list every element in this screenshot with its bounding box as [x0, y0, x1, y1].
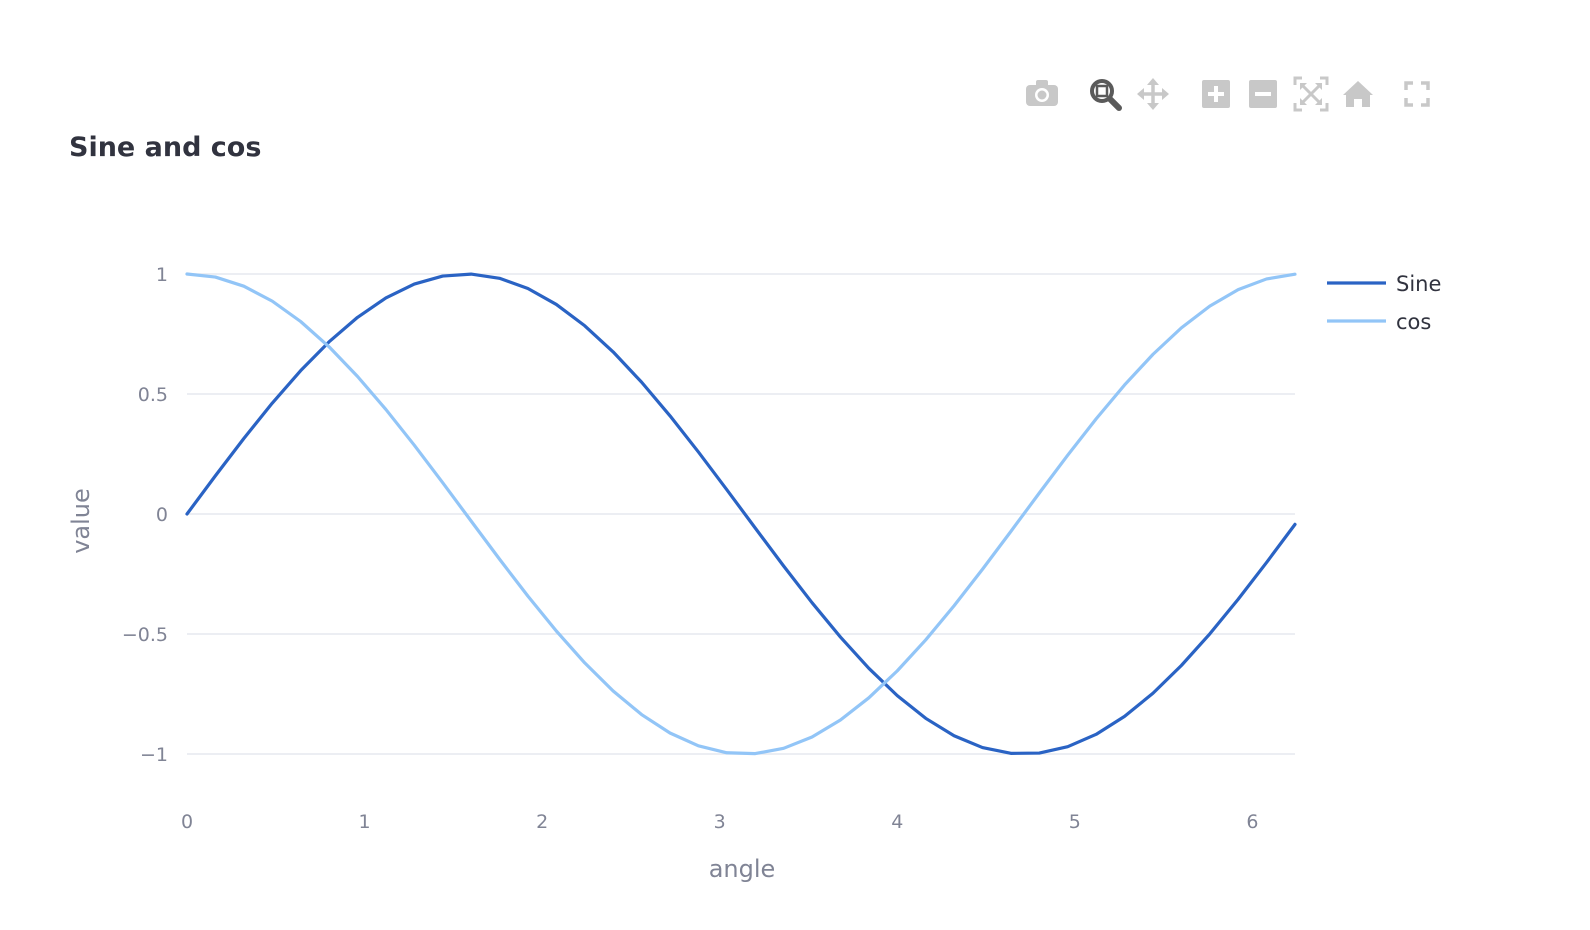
x-axis-title: angle	[709, 855, 776, 883]
y-tick-label: −0.5	[122, 624, 168, 646]
y-tick-label: −1	[140, 744, 168, 766]
pan-icon[interactable]	[1137, 78, 1169, 110]
y-tick-label: 1	[156, 264, 168, 286]
x-axis-ticks: 0 1 2 3 4 5 6	[181, 811, 1258, 833]
x-tick-label: 5	[1069, 811, 1081, 833]
x-tick-label: 6	[1246, 811, 1258, 833]
legend-item-cos[interactable]: cos	[1327, 310, 1431, 334]
legend-item-sine[interactable]: Sine	[1327, 272, 1441, 296]
fullscreen-icon[interactable]	[1404, 81, 1430, 107]
x-tick-label: 0	[181, 811, 193, 833]
reset-axes-icon[interactable]	[1343, 81, 1373, 107]
y-tick-label: 0	[156, 504, 168, 526]
legend-label: Sine	[1396, 272, 1441, 296]
plot-area[interactable]	[185, 272, 1297, 756]
series-line-cos[interactable]	[185, 272, 1297, 756]
legend: Sine cos	[1327, 272, 1441, 334]
legend-label: cos	[1396, 310, 1431, 334]
y-tick-label: 0.5	[138, 384, 168, 406]
chart-title: Sine and cos	[69, 132, 261, 163]
camera-icon[interactable]	[1026, 80, 1058, 106]
autoscale-icon[interactable]	[1293, 76, 1329, 112]
x-tick-label: 2	[536, 811, 548, 833]
y-axis-ticks: 1 0.5 0 −0.5 −1	[122, 264, 168, 766]
x-tick-label: 4	[891, 811, 903, 833]
zoom-out-icon[interactable]	[1249, 80, 1277, 108]
x-tick-label: 1	[359, 811, 371, 833]
x-tick-label: 3	[714, 811, 726, 833]
gridlines	[187, 273, 1295, 755]
zoom-in-icon[interactable]	[1202, 80, 1230, 108]
series-line-sine[interactable]	[185, 272, 1297, 755]
modebar-toolbar	[1026, 76, 1430, 112]
y-axis-title: value	[67, 488, 95, 554]
zoom-icon[interactable]	[1090, 79, 1122, 111]
